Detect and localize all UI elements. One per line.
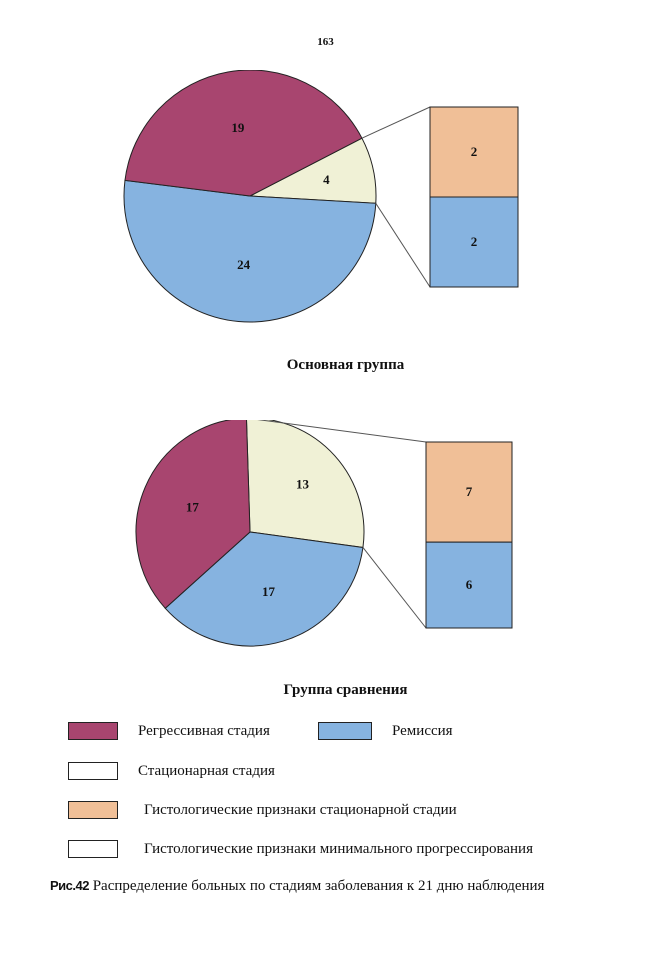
- bar-segment-label: 7: [466, 484, 473, 499]
- legend-swatch: [318, 722, 372, 740]
- pie-slice-regressive: [124, 70, 363, 197]
- pie-slice-label: 17: [186, 499, 200, 514]
- pie-slice-stationary: [246, 420, 365, 549]
- bar-segment-hist-stationary: [425, 441, 513, 543]
- pie-chart-main-group: 4 24 19 2 2: [123, 70, 519, 323]
- bar-segment-label: 6: [466, 577, 473, 592]
- bar-segment-hist-stationary: [429, 106, 519, 198]
- pie-slice-label: 19: [231, 120, 245, 135]
- legend-swatch: [68, 840, 118, 858]
- chart-title-comparison-group: Группа сравнения: [283, 682, 408, 698]
- legend-swatch: [68, 722, 118, 740]
- pie-slice-remission: [123, 179, 377, 323]
- legend-label: Стационарная стадия: [138, 763, 275, 779]
- caption-text: Распределение больных по стадиям заболев…: [92, 878, 545, 894]
- legend-label: Регрессивная стадия: [138, 723, 270, 739]
- pie-slice-label: 24: [237, 257, 251, 272]
- legend-swatch: [68, 801, 118, 819]
- pie-chart-comparison-group: 13 17 17 7 6: [135, 420, 513, 647]
- pie-slice-label: 13: [296, 477, 310, 492]
- pie-slice-remission: [164, 531, 364, 647]
- bar-segment-label: 2: [471, 234, 478, 249]
- legend-swatch: [68, 762, 118, 780]
- legend-label: Ремиссия: [392, 723, 453, 739]
- pie-slice-label: 4: [323, 172, 330, 187]
- connector-line: [361, 106, 431, 139]
- bar-segment-label: 2: [471, 144, 478, 159]
- connector-line: [362, 547, 427, 629]
- connector-line: [257, 420, 427, 443]
- bar-segment-remission: [429, 196, 519, 288]
- legend-label: Гистологические признаки стационарной ст…: [144, 802, 457, 818]
- figure-label: Рис.42: [50, 878, 89, 893]
- figure-caption: Рис.42 Распределение больных по стадиям …: [50, 878, 544, 895]
- pie-slice-regressive: [135, 420, 251, 609]
- bar-segment-remission: [425, 541, 513, 629]
- legend-label: Гистологические признаки минимального пр…: [144, 841, 533, 857]
- page-number: 163: [317, 36, 334, 48]
- connector-line: [375, 203, 431, 288]
- pie-slice-label: 17: [262, 584, 276, 599]
- chart-title-main-group: Основная группа: [286, 357, 405, 373]
